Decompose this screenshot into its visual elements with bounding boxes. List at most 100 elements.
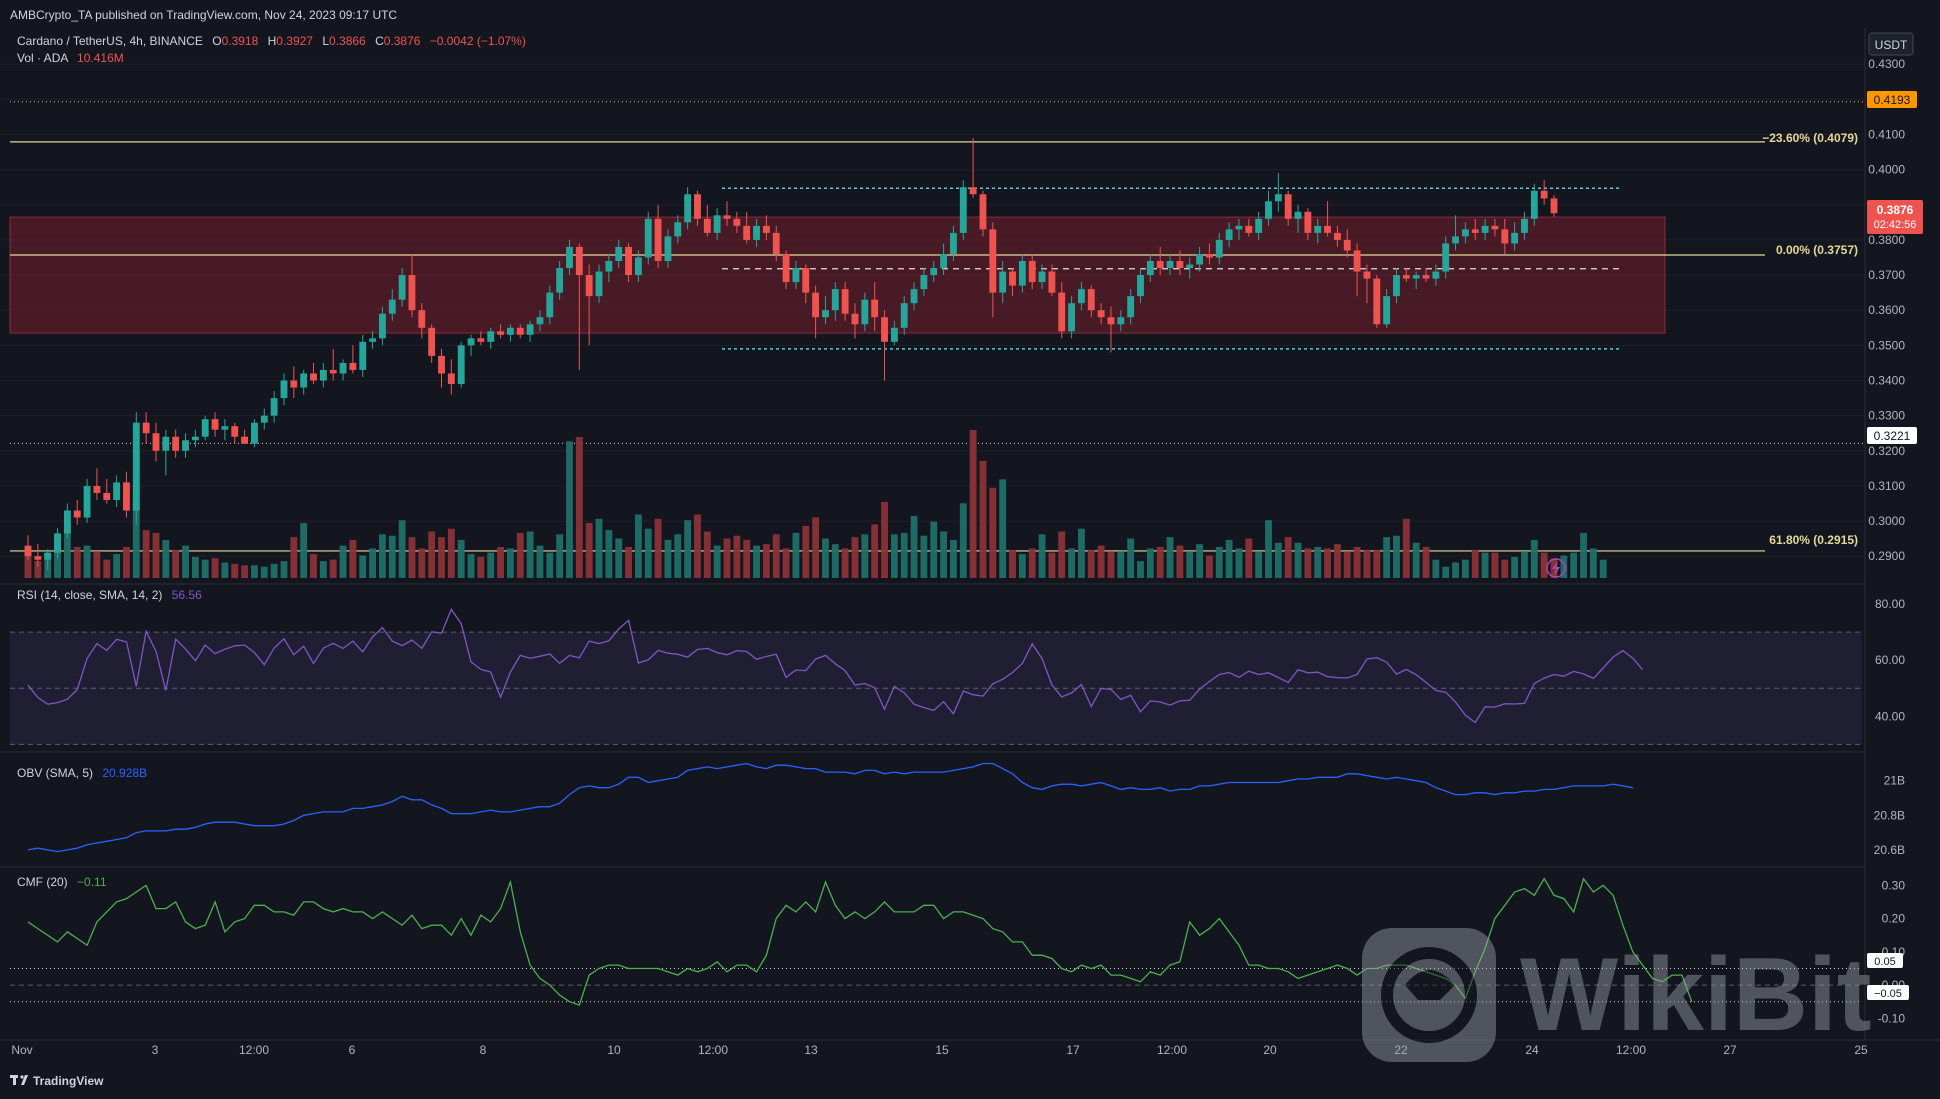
volume-bar (1018, 554, 1026, 578)
volume-bar (900, 532, 908, 578)
candle-body (1107, 317, 1115, 325)
candle-body (1393, 275, 1400, 297)
volume-bar (733, 535, 741, 578)
legend-o-value: 0.3918 (222, 34, 259, 48)
candle-body (1196, 253, 1203, 265)
candle-body (1245, 225, 1253, 233)
candle-body (782, 253, 790, 283)
candle-body (1412, 275, 1420, 279)
footer-brand[interactable]: TradingView (33, 1074, 104, 1088)
candle-body (319, 369, 327, 381)
candle-body (1156, 261, 1164, 269)
volume-bar (634, 514, 642, 578)
candle-body (871, 299, 879, 318)
volume-bar (1442, 566, 1450, 578)
volume-bar (1363, 549, 1371, 578)
obv-legend: OBV (SMA, 5) 20.928B (17, 766, 147, 780)
time-tick-label: 6 (349, 1043, 356, 1057)
obv-label[interactable]: OBV (SMA, 5) (17, 766, 93, 780)
candle-body (1284, 194, 1292, 219)
lightning-icon[interactable] (1546, 558, 1566, 578)
price-tick-label: 0.3200 (1868, 444, 1905, 458)
candle-body (1491, 225, 1499, 230)
legend-h-value: 0.3927 (276, 34, 313, 48)
currency-badge-box[interactable] (1868, 32, 1914, 56)
volume-bar (1265, 520, 1272, 578)
volume-bar (113, 554, 121, 578)
candle-body (694, 194, 701, 219)
candle-body (1432, 271, 1440, 279)
currency-badge[interactable]: USDT (1875, 38, 1908, 52)
candle-body (940, 253, 948, 269)
obv-tick-label: 20.8B (1874, 808, 1905, 822)
volume-bar (989, 487, 997, 578)
volume-bar (231, 563, 239, 578)
time-axis[interactable]: Nov 3 12:00 6 8 10 12:00 13 15 17 12:00 20 22 24 12:00… (11, 1043, 1868, 1057)
volume-bar (743, 539, 751, 578)
cmf-tick-label: 0.20 (1882, 912, 1906, 926)
volume-bar (1530, 539, 1538, 578)
candle-body (1442, 243, 1450, 272)
volume-bar (1570, 552, 1578, 578)
volume-bar (1471, 549, 1479, 578)
candle-body (1353, 250, 1361, 272)
indicator-reference-lines (10, 631, 1862, 1003)
candle-body (24, 545, 32, 557)
candle-body (73, 510, 81, 518)
time-tick-label: 12:00 (698, 1043, 728, 1057)
candle-body (566, 246, 573, 269)
candle-body (822, 310, 829, 318)
candle-body (1028, 261, 1036, 283)
candle-body (1333, 232, 1341, 240)
badge-countdown: 02:42:56 (1874, 219, 1917, 231)
candle-body (339, 362, 347, 374)
volume-bar (339, 545, 347, 578)
candle-body (654, 218, 662, 262)
volume-bar (1068, 548, 1076, 578)
volume-bar (1166, 537, 1174, 578)
price-tick-label: 0.3600 (1868, 303, 1905, 317)
volume-label[interactable]: Vol · ADA (17, 51, 68, 65)
volume-bar (251, 565, 258, 578)
cmf-label[interactable]: CMF (20) (17, 875, 68, 889)
legend-c-value: 0.3876 (384, 34, 421, 48)
rsi-line (27, 608, 1644, 724)
candle-body (241, 436, 249, 444)
candle-body (1274, 194, 1282, 202)
candle-body (1078, 289, 1085, 304)
candle-body (34, 556, 42, 560)
volume-bar (723, 538, 731, 578)
price-tick-label: 0.4100 (1868, 127, 1905, 141)
candle-body (1452, 236, 1459, 244)
time-tick-label: 13 (804, 1043, 818, 1057)
wikibit-logo-icon (1362, 928, 1496, 1062)
cmf-line (27, 877, 1693, 1006)
volume-bar (1333, 544, 1341, 578)
volume-bar (792, 532, 800, 578)
time-tick-label: 12:00 (239, 1043, 269, 1057)
volume-bar (762, 544, 770, 578)
candles[interactable] (24, 138, 1558, 571)
legend-change: −0.0042 (−1.07%) (430, 34, 526, 48)
volume-bar (310, 554, 317, 578)
rsi-label[interactable]: RSI (14, close, SMA, 14, 2) (17, 588, 162, 602)
candle-body (585, 275, 593, 297)
candle-body (428, 327, 436, 356)
legend-symbol[interactable]: Cardano / TetherUS, 4h, BINANCE (17, 34, 203, 48)
volume-bar (34, 561, 42, 578)
candle-body (1146, 261, 1154, 276)
candle-body (1314, 225, 1322, 233)
volume-bar (1028, 548, 1036, 578)
candle-body (438, 355, 445, 374)
price-axis[interactable]: 0.43000.42000.41000.40000.39000.38000.37… (1868, 57, 1905, 563)
volume-bar (615, 538, 623, 578)
candle-body (477, 338, 485, 342)
legend-c-label: C (375, 34, 384, 48)
candle-body (191, 436, 199, 441)
obv-value: 20.928B (102, 766, 147, 780)
badge-level-high: 0.4193 (1874, 93, 1911, 107)
volume-bar (1511, 556, 1519, 578)
candle-body (310, 373, 317, 381)
candle-body (881, 317, 888, 342)
